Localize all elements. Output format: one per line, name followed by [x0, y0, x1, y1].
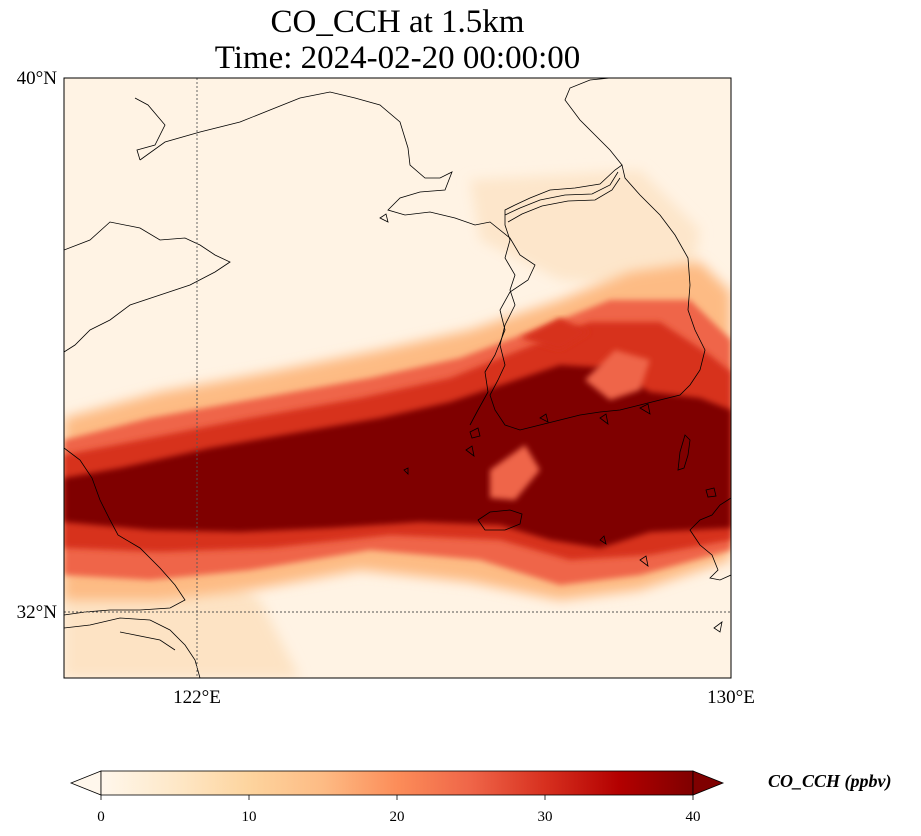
colorbar-tick-40: 40 — [686, 809, 701, 825]
colorbar-gradient — [100, 770, 694, 796]
gridlines — [64, 78, 731, 678]
colorbar-tick-0: 0 — [97, 809, 105, 825]
lat-tick-32n: 32°N — [17, 602, 58, 623]
lon-tick-130e: 130°E — [707, 687, 755, 708]
colorbar-extend-min — [69, 770, 102, 796]
lat-tick-40n: 40°N — [17, 68, 58, 89]
map-title: CO_CCH at 1.5km — [270, 4, 525, 40]
lon-tick-122e: 122°E — [173, 687, 221, 708]
coastlines — [64, 78, 731, 678]
co-concentration-field — [64, 78, 731, 678]
map-time-subtitle: Time: 2024-02-20 00:00:00 — [214, 40, 581, 76]
map-frame — [63, 77, 732, 679]
colorbar: 0 10 20 30 40 CO_CCH (ppbv) — [69, 770, 892, 825]
colorbar-tick-30: 30 — [538, 809, 553, 825]
colorbar-extend-max — [692, 770, 725, 796]
colorbar-tick-20: 20 — [390, 809, 405, 825]
colorbar-label: CO_CCH (ppbv) — [768, 771, 892, 792]
colorbar-tick-10: 10 — [242, 809, 257, 825]
